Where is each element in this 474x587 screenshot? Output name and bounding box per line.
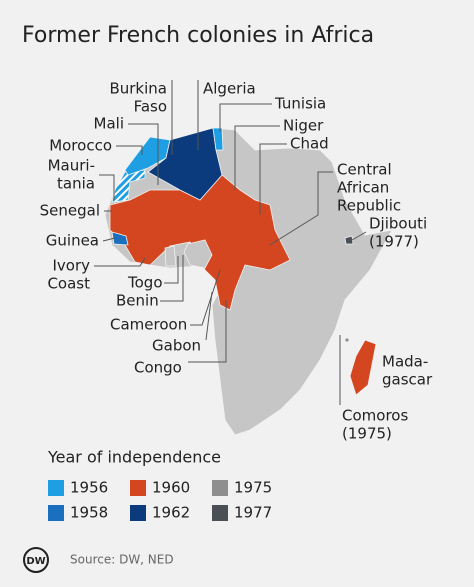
country-label: Algeria: [203, 80, 256, 98]
leader-line: [188, 300, 227, 363]
logo: DW: [26, 556, 45, 567]
country-label: (1977): [369, 233, 419, 251]
leader-line: [219, 103, 272, 132]
legend-swatch: [130, 505, 146, 521]
leader-line: [351, 231, 367, 241]
comoros: [344, 337, 350, 343]
footer: DW Source: DW, NED: [23, 547, 174, 573]
country-label: Central: [337, 161, 392, 179]
legend-label: 1977: [234, 504, 272, 522]
country-label: Mada-: [382, 353, 428, 371]
legend-label: 1958: [70, 504, 108, 522]
ghana: [164, 245, 177, 267]
leader-line: [269, 171, 333, 246]
leader-line: [164, 256, 179, 284]
country-label: Senegal: [40, 202, 100, 220]
morocco: [124, 136, 171, 176]
legend-label: 1975: [234, 479, 272, 497]
legend-swatch: [48, 505, 64, 521]
legend-label: 1962: [152, 504, 190, 522]
legend-label: 1956: [70, 479, 108, 497]
country-label: Morocco: [49, 137, 112, 155]
legend-swatch: [48, 480, 64, 496]
leader-line: [190, 269, 221, 326]
country-label: Niger: [283, 117, 324, 135]
africa: [104, 127, 393, 436]
country-label: Congo: [134, 359, 182, 377]
leader-line: [116, 145, 143, 155]
legend-title: Year of independence: [47, 448, 221, 467]
leader-line: [234, 125, 280, 190]
title: Former French colonies in Africa: [22, 23, 374, 48]
country-label: Djibouti: [369, 215, 427, 233]
legend-label: 1960: [152, 479, 190, 497]
country-label: Chad: [290, 135, 329, 153]
djibouti: [344, 235, 354, 245]
legend-swatch: [130, 480, 146, 496]
country-label: Benin: [116, 292, 159, 310]
country-label: tania: [57, 175, 95, 193]
leader-line: [102, 237, 116, 242]
nigeria: [183, 239, 213, 269]
legend: Year of independence 1956 1958 1960 1962 197…: [47, 448, 272, 522]
leader-line: [205, 291, 213, 341]
country-label: Coast: [47, 275, 90, 293]
country-label: Tunisia: [274, 95, 326, 113]
country-label: Faso: [134, 98, 167, 116]
leader-line: [160, 255, 184, 302]
leader-line: [128, 123, 159, 185]
legend-swatch: [212, 480, 228, 496]
country-label: Guinea: [46, 232, 99, 250]
tunisia: [212, 127, 224, 151]
madagascar: [349, 339, 377, 396]
country-label: Mauri-: [48, 157, 95, 175]
leader-line: [94, 257, 146, 267]
leader-line: [99, 174, 115, 200]
guinea: [111, 231, 129, 246]
country-label: Ivory: [52, 257, 90, 275]
leader-lines: [94, 80, 367, 405]
leader-line: [259, 143, 287, 215]
country-label: Mali: [94, 115, 124, 133]
country-label: Cameroon: [110, 316, 187, 334]
country-label: Togo: [127, 274, 163, 292]
country-label: Republic: [337, 197, 401, 215]
legend-swatch: [212, 505, 228, 521]
country-label: Gabon: [152, 337, 201, 355]
country-label: Burkina: [109, 80, 167, 98]
country-label: African: [337, 179, 389, 197]
country-label: gascar: [382, 371, 433, 389]
country-label: (1975): [342, 425, 392, 443]
logo-ring: [23, 547, 49, 573]
source: Source: DW, NED: [70, 553, 174, 567]
country-label: Comoros: [342, 407, 408, 425]
